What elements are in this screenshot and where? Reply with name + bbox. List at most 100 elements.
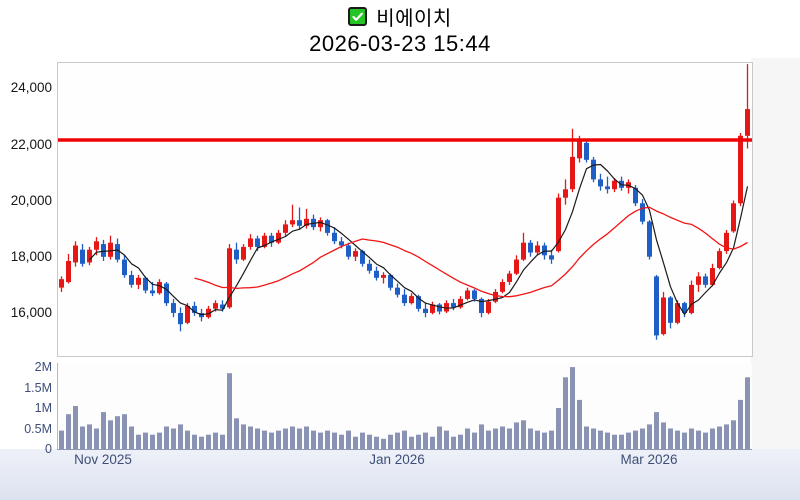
candle-body: [101, 244, 106, 257]
volume-bar: [129, 426, 134, 449]
volume-bar: [150, 434, 155, 449]
volume-bar: [59, 430, 64, 449]
volume-bar: [87, 424, 92, 449]
candle-body: [388, 275, 393, 288]
check-icon: [352, 12, 364, 21]
volume-bar: [437, 426, 442, 449]
volume-bar: [339, 434, 344, 449]
candle-body: [444, 303, 449, 312]
candle-body: [682, 303, 687, 313]
volume-bar: [619, 434, 624, 449]
candle-body: [430, 304, 435, 313]
candlestick-chart[interactable]: [58, 63, 752, 356]
volume-bar: [367, 434, 372, 449]
price-chart-pane[interactable]: [57, 62, 753, 357]
volume-bars-group: [59, 367, 750, 449]
candle-body: [472, 290, 477, 299]
volume-bar: [682, 432, 687, 449]
candle-body: [283, 224, 288, 233]
volume-bar: [689, 428, 694, 449]
candle-body: [710, 268, 715, 285]
volume-bar: [444, 430, 449, 449]
volume-bar: [521, 420, 526, 449]
volume-bar: [675, 430, 680, 449]
candle-body: [437, 304, 442, 312]
candle-body: [395, 287, 400, 295]
volume-bar: [724, 424, 729, 449]
candle-body: [374, 270, 379, 278]
volume-bar: [717, 426, 722, 449]
volume-bar: [325, 430, 330, 449]
price-tick-label: 24,000: [10, 80, 52, 95]
volume-bar: [584, 426, 589, 449]
candle-body: [675, 303, 680, 323]
month-tick-label: Nov 2025: [74, 452, 132, 467]
volume-bar: [479, 424, 484, 449]
candle-body: [346, 245, 351, 257]
volume-bar: [542, 432, 547, 449]
volume-bar: [577, 399, 582, 449]
volume-bar: [241, 424, 246, 449]
right-margin-background: [751, 58, 800, 449]
candle-body: [507, 273, 512, 282]
volume-bar: [465, 428, 470, 449]
ma20-line: [194, 206, 748, 298]
month-tick-label: Jan 2026: [369, 452, 425, 467]
volume-bar: [388, 434, 393, 449]
volume-bar: [598, 430, 603, 449]
volume-bars-chart[interactable]: [58, 363, 752, 449]
candle-body: [556, 197, 561, 252]
volume-tick-label: 2M: [34, 360, 52, 374]
candle-body: [213, 303, 218, 309]
stock-checkbox-icon[interactable]: [348, 7, 368, 26]
price-tick-label: 16,000: [10, 305, 52, 320]
volume-bar: [122, 414, 127, 449]
candle-body: [339, 241, 344, 246]
volume-bar: [416, 434, 421, 449]
candle-body: [157, 282, 162, 294]
candle-body: [318, 220, 323, 228]
candle-body: [129, 275, 134, 285]
candle-body: [234, 249, 239, 260]
volume-bar: [381, 438, 386, 449]
candle-body: [262, 235, 267, 247]
volume-tick-label: 0: [45, 442, 52, 456]
volume-bar: [738, 399, 743, 449]
candle-body: [451, 303, 456, 308]
candle-body: [192, 305, 197, 313]
volume-tick-label: 0.5M: [24, 422, 52, 436]
volume-bar: [185, 430, 190, 449]
month-tick-label: Mar 2026: [620, 452, 678, 467]
volume-bar: [654, 412, 659, 449]
chart-header: 비에이치 2026-03-23 15:44: [0, 3, 800, 60]
candle-body: [164, 283, 169, 304]
volume-bar: [549, 430, 554, 449]
price-tick-label: 22,000: [10, 137, 52, 152]
candle-body: [80, 249, 85, 264]
volume-bar: [318, 432, 323, 449]
candle-body: [416, 296, 421, 309]
volume-bar: [563, 377, 568, 449]
volume-bar: [395, 432, 400, 449]
candle-body: [458, 298, 463, 308]
candle-body: [724, 232, 729, 252]
volume-bar: [164, 426, 169, 449]
candle-body: [269, 235, 274, 243]
candle-body: [360, 251, 365, 264]
candle-body: [717, 251, 722, 268]
candle-body: [241, 246, 246, 260]
candle-body: [738, 135, 743, 204]
volume-bar: [528, 428, 533, 449]
candle-body: [94, 241, 99, 250]
candle-body: [668, 297, 673, 323]
volume-bar: [283, 428, 288, 449]
volume-bar: [423, 432, 428, 449]
volume-bar: [157, 432, 162, 449]
candle-body: [150, 290, 155, 294]
volume-bar: [696, 430, 701, 449]
candle-body: [353, 251, 358, 257]
volume-bar: [451, 436, 456, 449]
candle-body: [745, 109, 750, 136]
volume-bar: [661, 422, 666, 449]
volume-chart-pane[interactable]: [57, 363, 752, 450]
